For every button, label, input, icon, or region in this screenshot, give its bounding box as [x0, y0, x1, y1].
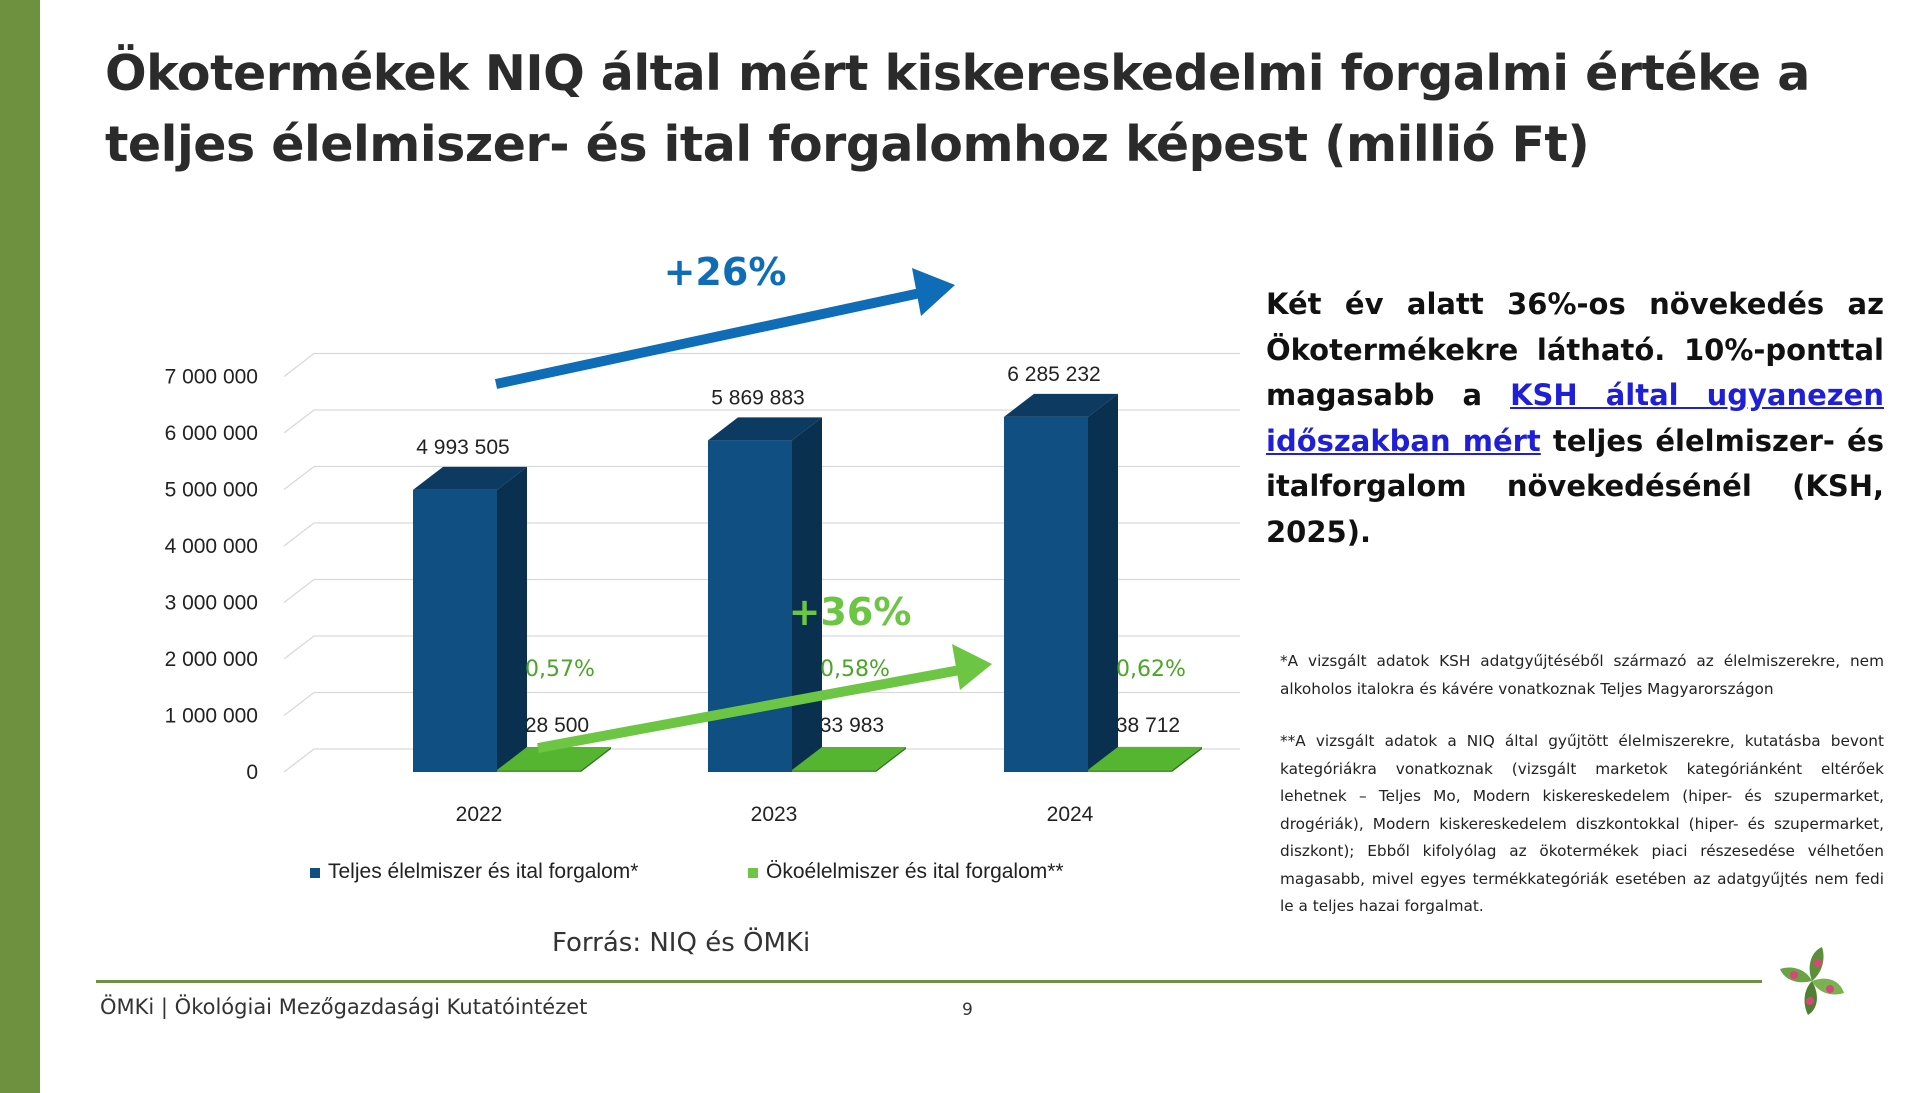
y-tick-label: 5 000 000 [165, 479, 258, 502]
eco-bar [792, 770, 876, 772]
gridline [283, 578, 1240, 604]
footer-org-name: ÖMKi | Ökológiai Mezőgazdasági Kutatóint… [100, 995, 588, 1019]
eco-bar-top [792, 747, 906, 770]
gridline [283, 691, 1240, 717]
gridline [283, 352, 1240, 378]
y-tick-label: 1 000 000 [165, 705, 258, 728]
eco-bar-side [876, 747, 906, 772]
eco-value-label: 33 983 [820, 714, 884, 737]
growth-label-total: +26% [664, 250, 787, 294]
share-label: 0,58% [820, 657, 890, 682]
eco-bar-side [581, 747, 611, 772]
share-label: 0,62% [1116, 657, 1186, 682]
eco-bar [497, 770, 581, 772]
gridline [283, 522, 1240, 547]
growth-arrow-total [494, 287, 927, 389]
ksh-link[interactable]: KSH által ugyanezen időszakban mért [1266, 378, 1884, 458]
page-number: 9 [962, 1000, 973, 1020]
gridline [283, 465, 1240, 491]
legend-label-total: Teljes élelmiszer és ital forgalom* [328, 860, 638, 883]
footnote-ksh: *A vizsgált adatok KSH adatgyűjtéséből s… [1280, 652, 1884, 698]
total-bar-side [792, 417, 822, 772]
share-label: 0,57% [525, 657, 595, 682]
bar-chart: 0 1 000 000 2 000 000 3 000 000 4 000 000 5 0… [165, 250, 1240, 883]
total-bar-side [1088, 393, 1118, 772]
slide-title: Ökotermékek NIQ által mért kiskereskedel… [105, 45, 1810, 173]
y-tick-label: 3 000 000 [165, 592, 258, 615]
legend-swatch-total [310, 868, 320, 878]
growth-arrow-eco [537, 665, 961, 753]
side-summary-part1: Két év alatt 36%-os növekedés az Ökoterm… [1266, 287, 1884, 412]
growth-arrowhead-total [912, 268, 955, 316]
gridline [283, 748, 1240, 773]
eco-value-label: 38 712 [1116, 714, 1180, 737]
legend-swatch-eco [748, 868, 758, 878]
x-tick-label: 2022 [456, 803, 503, 826]
omki-logo-icon [1780, 947, 1844, 1015]
left-accent-bar [0, 0, 40, 1093]
eco-bar-top [1088, 746, 1202, 770]
y-tick-label: 7 000 000 [165, 366, 258, 389]
total-value-label: 4 993 505 [416, 436, 509, 459]
total-value-label: 5 869 883 [711, 386, 804, 409]
total-value-label: 6 285 232 [1007, 363, 1100, 386]
x-tick-label: 2023 [751, 803, 798, 826]
gridline [283, 635, 1240, 660]
eco-bar [1088, 769, 1172, 772]
total-bar [413, 489, 497, 772]
source-text: Forrás: NIQ és ÖMKi [552, 928, 811, 958]
legend-label-eco: Ökoélelmiszer és ital forgalom** [766, 860, 1064, 883]
eco-bar-side [1172, 746, 1202, 772]
y-tick-label: 0 [246, 761, 258, 784]
gridline [283, 409, 1240, 434]
y-tick-label: 6 000 000 [165, 422, 258, 445]
eco-bar-top [497, 747, 611, 770]
growth-arrowhead-eco [952, 644, 992, 690]
footnote-niq: **A vizsgált adatok a NIQ által gyűjtött… [1280, 732, 1884, 915]
y-tick-label: 4 000 000 [165, 535, 258, 558]
eco-value-label: 28 500 [525, 714, 589, 737]
total-bar-side [497, 466, 527, 772]
total-bar-top [708, 417, 822, 441]
side-summary-part2: teljes élelmiszer- és italforgalom növek… [1266, 423, 1884, 549]
footer-divider [96, 980, 1762, 983]
side-summary: Két év alatt 36%-os növekedés az Ökoterm… [1266, 282, 1884, 555]
growth-label-eco: +36% [789, 590, 912, 634]
total-bar-top [413, 466, 527, 490]
total-bar-top [1004, 393, 1118, 417]
total-bar [708, 440, 792, 772]
x-tick-label: 2024 [1047, 803, 1094, 826]
total-bar [1004, 416, 1088, 772]
y-tick-label: 2 000 000 [165, 648, 258, 671]
